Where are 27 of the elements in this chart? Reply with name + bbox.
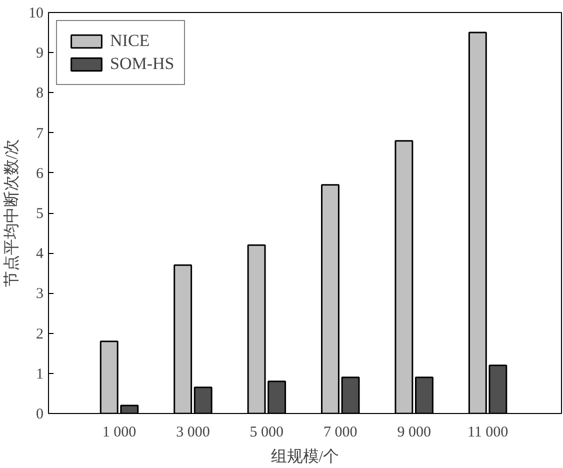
x-tick-label: 9 000 bbox=[397, 424, 431, 440]
legend-label: NICE bbox=[110, 31, 150, 51]
y-tick-label: 4 bbox=[36, 246, 44, 262]
y-tick-label: 7 bbox=[36, 126, 44, 142]
y-tick-label: 6 bbox=[36, 166, 44, 182]
bar bbox=[194, 386, 212, 414]
x-tick-label: 1 000 bbox=[102, 424, 136, 440]
bar bbox=[414, 376, 434, 414]
y-tick-label: 9 bbox=[36, 46, 44, 62]
bar bbox=[394, 140, 414, 414]
y-tick-label: 10 bbox=[28, 6, 44, 22]
x-tick-label: 7 000 bbox=[324, 424, 358, 440]
y-tick-label: 3 bbox=[36, 286, 44, 302]
bar bbox=[174, 264, 192, 414]
y-tick-label: 8 bbox=[36, 86, 44, 102]
y-axis-title: 节点平均中断次数/次 bbox=[2, 138, 20, 288]
legend-label: SOM-HS bbox=[110, 54, 174, 74]
y-tick-label: 2 bbox=[36, 326, 44, 342]
y-tick-label: 0 bbox=[36, 406, 44, 422]
x-tick-label: 3 000 bbox=[176, 424, 210, 440]
bar bbox=[341, 376, 360, 414]
y-tick-label: 5 bbox=[36, 206, 44, 222]
x-tick-label: 5 000 bbox=[250, 424, 284, 440]
y-tick-label: 1 bbox=[36, 366, 44, 382]
x-tick-label: 11 000 bbox=[467, 424, 508, 440]
x-axis-title: 组规模/个 bbox=[270, 448, 340, 466]
bar bbox=[321, 184, 340, 414]
